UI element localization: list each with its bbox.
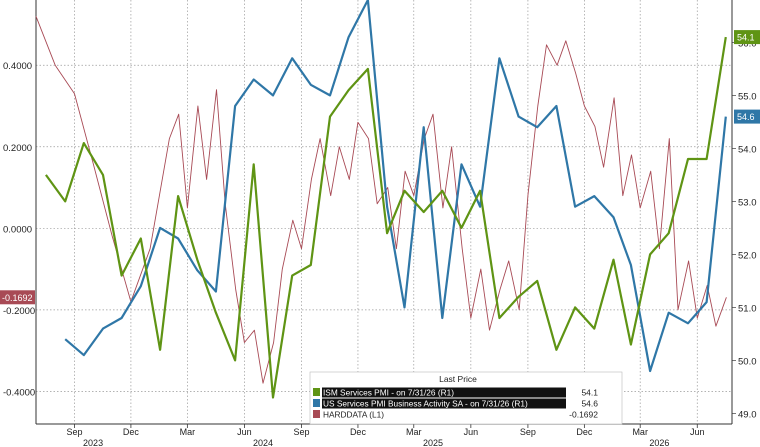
x-tick-label: Sep	[520, 427, 536, 437]
left-value-tag	[0, 290, 35, 305]
left-axis: 0.4000 0.2000 0.0000 -0.2000 -0.4000	[3, 0, 37, 424]
right-value-tag	[734, 109, 760, 124]
legend-swatch	[313, 399, 320, 407]
right-value-tag-text: 54.1	[737, 33, 755, 43]
legend-swatch	[313, 388, 320, 396]
x-year-label: 2026	[649, 438, 669, 447]
right-tick-label: 52.0	[738, 250, 757, 261]
x-tick-label: Jun	[237, 427, 252, 437]
legend-header: Last Price	[439, 374, 477, 384]
right-tick-label: 55.0	[738, 91, 757, 102]
legend-value: 54.1	[581, 388, 598, 398]
legend-value: 54.6	[581, 399, 598, 409]
left-tick-label: 0.2000	[3, 143, 32, 154]
legend-label-highlight	[322, 398, 566, 409]
right-tick-label: 51.0	[738, 303, 757, 314]
x-year-label: 2025	[423, 438, 443, 447]
legend-value: -0.1692	[569, 410, 598, 420]
series-line-us-pmi	[64, 0, 727, 373]
series-line-ism	[45, 36, 727, 399]
x-tick-label: Dec	[350, 427, 367, 437]
left-tick-label: -0.2000	[3, 306, 35, 317]
left-tick-label: 0.0000	[3, 224, 32, 235]
x-year-label: 2023	[83, 438, 103, 447]
series-line-harddata	[35, 16, 727, 384]
legend-label: HARDDATA (L1)	[323, 410, 384, 420]
x-tick-label: Jun	[690, 427, 705, 437]
value-tags: -0.1692 54.6 54.1	[0, 30, 760, 305]
right-axis: 56.055.054.053.052.051.050.049.0	[731, 0, 757, 424]
x-tick-label: Dec	[123, 427, 140, 437]
right-tick-label: 50.0	[738, 356, 757, 367]
right-value-tag-text: 54.6	[737, 112, 755, 122]
x-tick-label: Jun	[464, 427, 479, 437]
x-tick-label: Sep	[66, 427, 82, 437]
x-year-label: 2024	[253, 438, 273, 447]
x-tick-label: Mar	[180, 427, 196, 437]
left-tick-label: 0.4000	[3, 61, 32, 72]
right-tick-label: 54.0	[738, 144, 757, 155]
legend-label: US Services PMI Business Activity SA - o…	[323, 399, 528, 409]
x-tick-label: Mar	[632, 427, 648, 437]
left-value-tag-text: -0.1692	[2, 293, 33, 303]
right-tick-label: 49.0	[738, 409, 757, 420]
series-layer	[35, 0, 727, 399]
legend-label-highlight	[322, 387, 566, 398]
legend-box	[309, 371, 623, 425]
legend-swatch	[313, 410, 320, 418]
x-tick-label: Mar	[406, 427, 422, 437]
x-tick-label: Sep	[293, 427, 309, 437]
left-tick-label: -0.4000	[3, 387, 35, 398]
x-tick-label: Dec	[576, 427, 593, 437]
legend-label: ISM Services PMI - on 7/31/26 (R1)	[323, 388, 454, 398]
right-tick-label: 53.0	[738, 197, 757, 208]
right-value-tag	[734, 30, 760, 45]
legend: Last Price ISM Services PMI - on 7/31/26 …	[309, 371, 623, 425]
